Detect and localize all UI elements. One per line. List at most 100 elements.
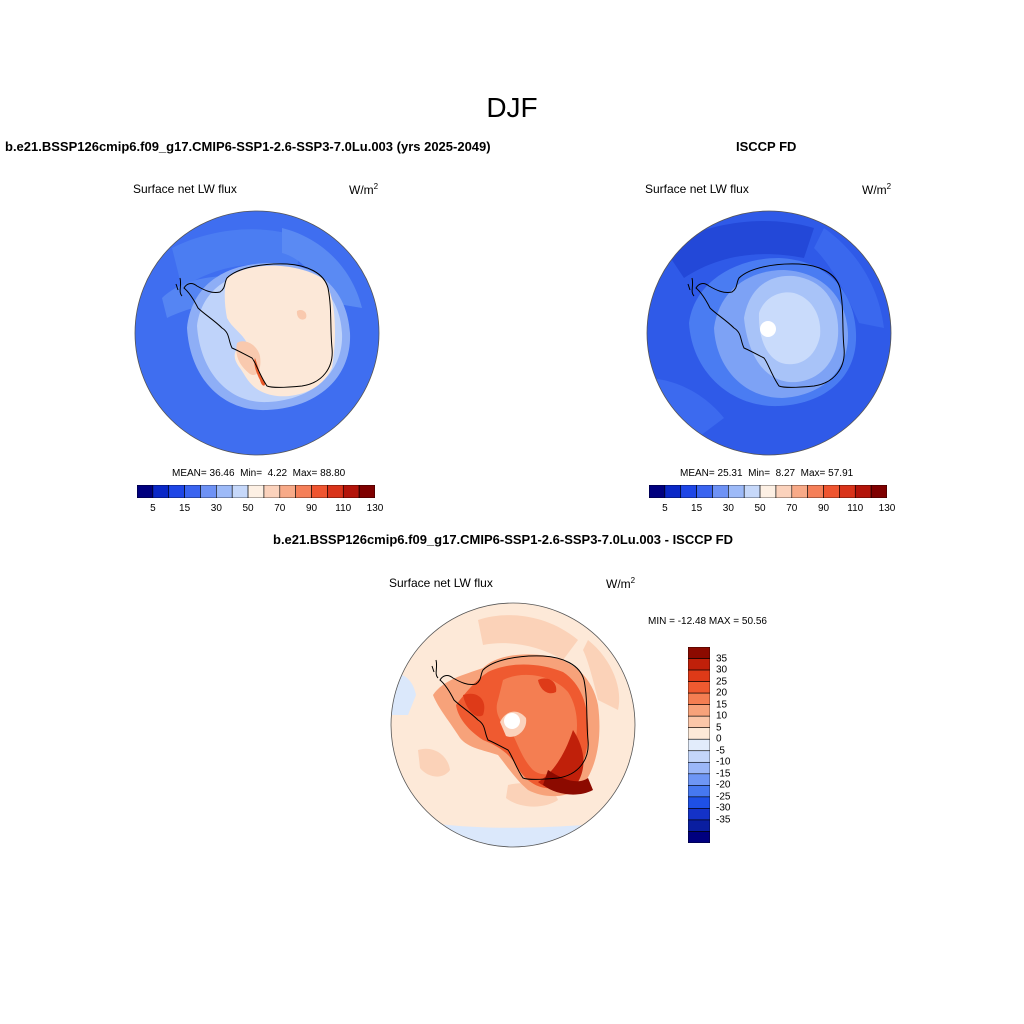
panel-3-units: W/m2 xyxy=(606,576,636,591)
panel-3-colorbar-swatch xyxy=(688,669,710,682)
panel-3-colorbar-swatch xyxy=(688,727,710,740)
panel-3-colorbar-swatch xyxy=(688,819,710,832)
page-title: DJF xyxy=(486,92,538,123)
panel-3-colorbar xyxy=(688,647,710,843)
panel-3-colorbar-tick-label: -10 xyxy=(716,756,731,768)
panel-1-colorbar-swatch xyxy=(247,485,265,498)
panel-2-colorbar-swatch xyxy=(759,485,777,498)
panel-2-colorbar-tick-label: 70 xyxy=(786,503,798,514)
panel-1-colorbar-swatch xyxy=(358,485,375,498)
panel-3-colorbar-swatch xyxy=(688,808,710,821)
panel-2-colorbar-tick-label: 130 xyxy=(878,503,896,514)
panel-3-title: b.e21.BSSP126cmip6.f09_g17.CMIP6-SSP1-2.… xyxy=(273,532,734,547)
panel-2-map xyxy=(646,210,892,456)
panel-2-units: W/m2 xyxy=(862,182,892,197)
panel-1-colorbar-swatch xyxy=(279,485,296,498)
panel-3-colorbar-swatch xyxy=(688,773,710,786)
panel-2-colorbar-tick-label: 30 xyxy=(722,503,734,514)
panel-1-map xyxy=(134,210,380,456)
panel-1-colorbar-swatch xyxy=(231,485,249,498)
panel-1-colorbar-tick-label: 5 xyxy=(150,503,156,514)
panel-1-colorbar-swatch xyxy=(184,485,201,498)
panel-3-colorbar-tick-label: -30 xyxy=(716,802,731,814)
panel-2-colorbar-swatch xyxy=(854,485,872,498)
panel-2-colorbar-tick-label: 15 xyxy=(691,503,703,514)
panel-3-colorbar-swatch xyxy=(688,704,710,717)
panel-2-colorbar-swatch xyxy=(664,485,682,498)
panel-1-stats: MEAN= 36.46 Min= 4.22 Max= 88.80 xyxy=(172,468,346,479)
panel-1-colorbar-swatch xyxy=(342,485,360,498)
panel-2-title: ISCCP FD xyxy=(736,139,797,154)
panel-3-colorbar-swatch xyxy=(688,681,710,694)
panel-3-map xyxy=(390,602,636,848)
panel-1-units: W/m2 xyxy=(349,182,379,197)
panel-1-colorbar-swatch xyxy=(216,485,233,498)
panel-3-colorbar-tick-label: 30 xyxy=(716,664,728,676)
panel-2-colorbar-tick-label: 90 xyxy=(817,503,830,514)
panel-3-colorbar-tick-label: -15 xyxy=(716,768,731,780)
panel-1-colorbar-tick-label: 90 xyxy=(305,503,318,514)
panel-3-colorbar-swatch xyxy=(688,692,710,705)
panel-3-variable: Surface net LW flux xyxy=(389,576,493,590)
panel-3-colorbar-tick-label: -20 xyxy=(716,779,731,791)
panel-3-colorbar-tick-label: -5 xyxy=(716,745,725,757)
panel-1-title: b.e21.BSSP126cmip6.f09_g17.CMIP6-SSP1-2.… xyxy=(5,139,491,154)
panel-2-colorbar-swatch xyxy=(823,485,840,498)
panel-3-colorbar-swatch xyxy=(688,738,710,752)
panel-3-colorbar-swatch xyxy=(688,750,710,763)
panel-2-colorbar-tick-label: 110 xyxy=(847,503,864,514)
panel-3-colorbar-swatch xyxy=(688,785,710,798)
panel-3-colorbar-tick-label: -25 xyxy=(716,791,731,803)
panel-3-colorbar-swatch xyxy=(688,715,710,729)
panel-3-colorbar-tick-label: 20 xyxy=(716,687,728,699)
panel-1-colorbar-tick-label: 110 xyxy=(335,503,352,514)
panel-2-colorbar xyxy=(649,485,887,498)
panel-3-colorbar-tick-label: 10 xyxy=(716,710,728,722)
panel-3-colorbar-swatch xyxy=(688,761,710,775)
panel-2-colorbar-swatch xyxy=(870,485,887,498)
panel-2-colorbar-swatch xyxy=(728,485,745,498)
panel-1-colorbar-swatch xyxy=(152,485,170,498)
panel-1-colorbar-tick-label: 130 xyxy=(366,503,384,514)
panel-2-colorbar-swatch xyxy=(743,485,761,498)
panel-2-stats: MEAN= 25.31 Min= 8.27 Max= 57.91 xyxy=(680,468,854,479)
panel-2-colorbar-swatch xyxy=(712,485,729,498)
panel-3-colorbar-labels: 35 30 25 20 15 10 5 0 -5 -10 -15 -20 -25 -30 -35 xyxy=(716,647,756,843)
panel-2-variable: Surface net LW flux xyxy=(645,182,749,196)
panel-3-colorbar-swatch xyxy=(688,647,710,659)
panel-3-colorbar-tick-label: -35 xyxy=(716,814,731,826)
panel-2-colorbar-swatch xyxy=(839,485,856,498)
panel-3-colorbar-tick-label: 15 xyxy=(716,699,728,711)
panel-2-colorbar-swatch xyxy=(775,485,793,498)
panel-3-colorbar-swatch xyxy=(688,796,710,809)
panel-2-colorbar-tick-label: 50 xyxy=(754,503,766,514)
panel-3-colorbar-tick-label: 25 xyxy=(716,676,728,688)
panel-1-colorbar-swatch xyxy=(327,485,344,498)
panel-1-colorbar-swatch xyxy=(200,485,217,498)
panel-2-colorbar-swatch xyxy=(791,485,808,498)
panel-3-minmax: MIN = -12.48 MAX = 50.56 xyxy=(648,616,767,627)
panel-1-colorbar-tick-label: 70 xyxy=(274,503,286,514)
panel-1-colorbar-labels: 5 15 30 50 70 90 110 130 xyxy=(137,503,383,517)
panel-1-colorbar-swatch xyxy=(168,485,185,498)
panel-2-colorbar-swatch xyxy=(696,485,713,498)
panel-3-colorbar-swatch xyxy=(688,831,710,843)
panel-1-colorbar-swatch xyxy=(295,485,312,498)
panel-2-colorbar-tick-label: 5 xyxy=(662,503,668,514)
panel-1-colorbar-tick-label: 15 xyxy=(179,503,191,514)
panel-1-colorbar xyxy=(137,485,375,498)
panel-2-colorbar-labels: 5 15 30 50 70 90 110 130 xyxy=(649,503,895,517)
panel-2-colorbar-swatch xyxy=(680,485,697,498)
panel-3-colorbar-tick-label: 5 xyxy=(716,722,722,734)
panel-3-colorbar-tick-label: 0 xyxy=(716,733,722,745)
panel-1-variable: Surface net LW flux xyxy=(133,182,237,196)
panel-1-colorbar-swatch xyxy=(311,485,328,498)
panel-2-colorbar-swatch xyxy=(807,485,824,498)
panel-3-colorbar-swatch xyxy=(688,658,710,671)
panel-2-colorbar-swatch xyxy=(649,485,666,498)
panel-1-colorbar-tick-label: 50 xyxy=(242,503,254,514)
panel-1-colorbar-tick-label: 30 xyxy=(210,503,222,514)
panel-3-colorbar-tick-label: 35 xyxy=(716,653,728,665)
panel-1-colorbar-swatch xyxy=(263,485,281,498)
panel-1-colorbar-swatch xyxy=(137,485,154,498)
